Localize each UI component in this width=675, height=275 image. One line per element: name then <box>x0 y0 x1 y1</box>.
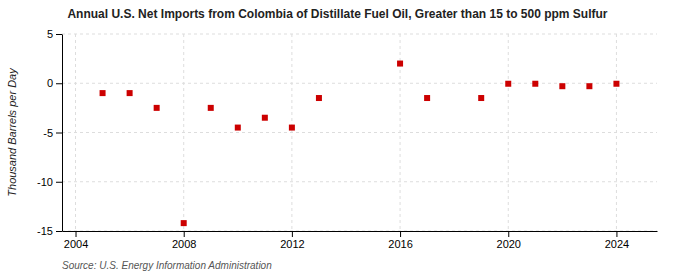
point <box>181 220 187 226</box>
point <box>532 81 538 87</box>
y-tick-label: 0 <box>47 77 53 89</box>
x-grid-line <box>183 34 184 231</box>
y-tick: -5 <box>43 127 62 139</box>
point <box>262 115 268 121</box>
x-tick-mark <box>76 231 77 237</box>
grid <box>62 34 657 231</box>
y-tick: 0 <box>47 77 62 89</box>
chart-title: Annual U.S. Net Imports from Colombia of… <box>67 7 607 21</box>
x-grid-line <box>508 34 509 231</box>
x-tick-label: 2024 <box>605 238 629 250</box>
y-tick-mark <box>56 34 62 35</box>
x-tick: 2008 <box>172 231 196 250</box>
y-tick-mark <box>56 231 62 232</box>
plot-area: 2004 2008 2012 2016 2020 2024 -15 -10 -5 0 5 <box>37 28 657 250</box>
x-axis: 2004 2008 2012 2016 2020 2024 <box>63 231 658 250</box>
y-tick: -15 <box>37 225 62 237</box>
point <box>613 81 619 87</box>
y-tick: -10 <box>37 176 62 188</box>
x-axis-line <box>63 231 658 232</box>
point <box>559 83 565 89</box>
y-tick-mark <box>56 83 62 84</box>
x-tick: 2024 <box>605 231 629 250</box>
y-tick-label: 5 <box>47 28 53 40</box>
point <box>127 90 133 96</box>
x-tick-mark <box>400 231 401 237</box>
points <box>100 61 620 227</box>
y-tick-mark <box>56 182 62 183</box>
y-tick-label: -15 <box>37 225 53 237</box>
point <box>208 105 214 111</box>
chart-container: Annual U.S. Net Imports from Colombia of… <box>0 0 675 275</box>
x-grid-line <box>291 34 292 231</box>
point <box>397 61 403 67</box>
y-grid-line <box>62 181 657 182</box>
source-note: Source: U.S. Energy Information Administ… <box>62 260 272 271</box>
x-tick-label: 2020 <box>497 238 521 250</box>
x-tick-mark <box>508 231 509 237</box>
point <box>316 95 322 101</box>
y-axis: -15 -10 -5 0 5 <box>37 28 62 237</box>
y-tick-label: -10 <box>37 176 53 188</box>
point <box>478 95 484 101</box>
point <box>505 81 511 87</box>
x-tick-label: 2016 <box>388 238 412 250</box>
x-tick-label: 2004 <box>64 238 88 250</box>
x-tick-label: 2012 <box>280 238 304 250</box>
x-tick-mark <box>292 231 293 237</box>
y-axis-line <box>62 35 63 232</box>
point <box>586 83 592 89</box>
x-tick: 2012 <box>280 231 304 250</box>
point <box>289 125 295 131</box>
point <box>235 125 241 131</box>
point <box>154 105 160 111</box>
y-tick-label: -5 <box>43 127 53 139</box>
y-grid-line <box>62 231 657 232</box>
y-grid-line <box>62 132 657 133</box>
point <box>100 90 106 96</box>
y-tick-mark <box>56 133 62 134</box>
point <box>424 95 430 101</box>
x-tick: 2004 <box>64 231 88 250</box>
x-grid-line <box>616 34 617 231</box>
x-tick-label: 2008 <box>172 238 196 250</box>
x-tick-mark <box>616 231 617 237</box>
y-tick: 5 <box>47 28 62 40</box>
x-tick: 2020 <box>497 231 521 250</box>
y-axis-label: Thousand Barrels per Day <box>6 67 18 197</box>
y-grid-line <box>62 83 657 84</box>
x-tick-mark <box>184 231 185 237</box>
y-grid-line <box>62 34 657 35</box>
x-tick: 2016 <box>388 231 412 250</box>
chart-svg: Annual U.S. Net Imports from Colombia of… <box>0 0 675 275</box>
x-grid-line <box>75 34 76 231</box>
